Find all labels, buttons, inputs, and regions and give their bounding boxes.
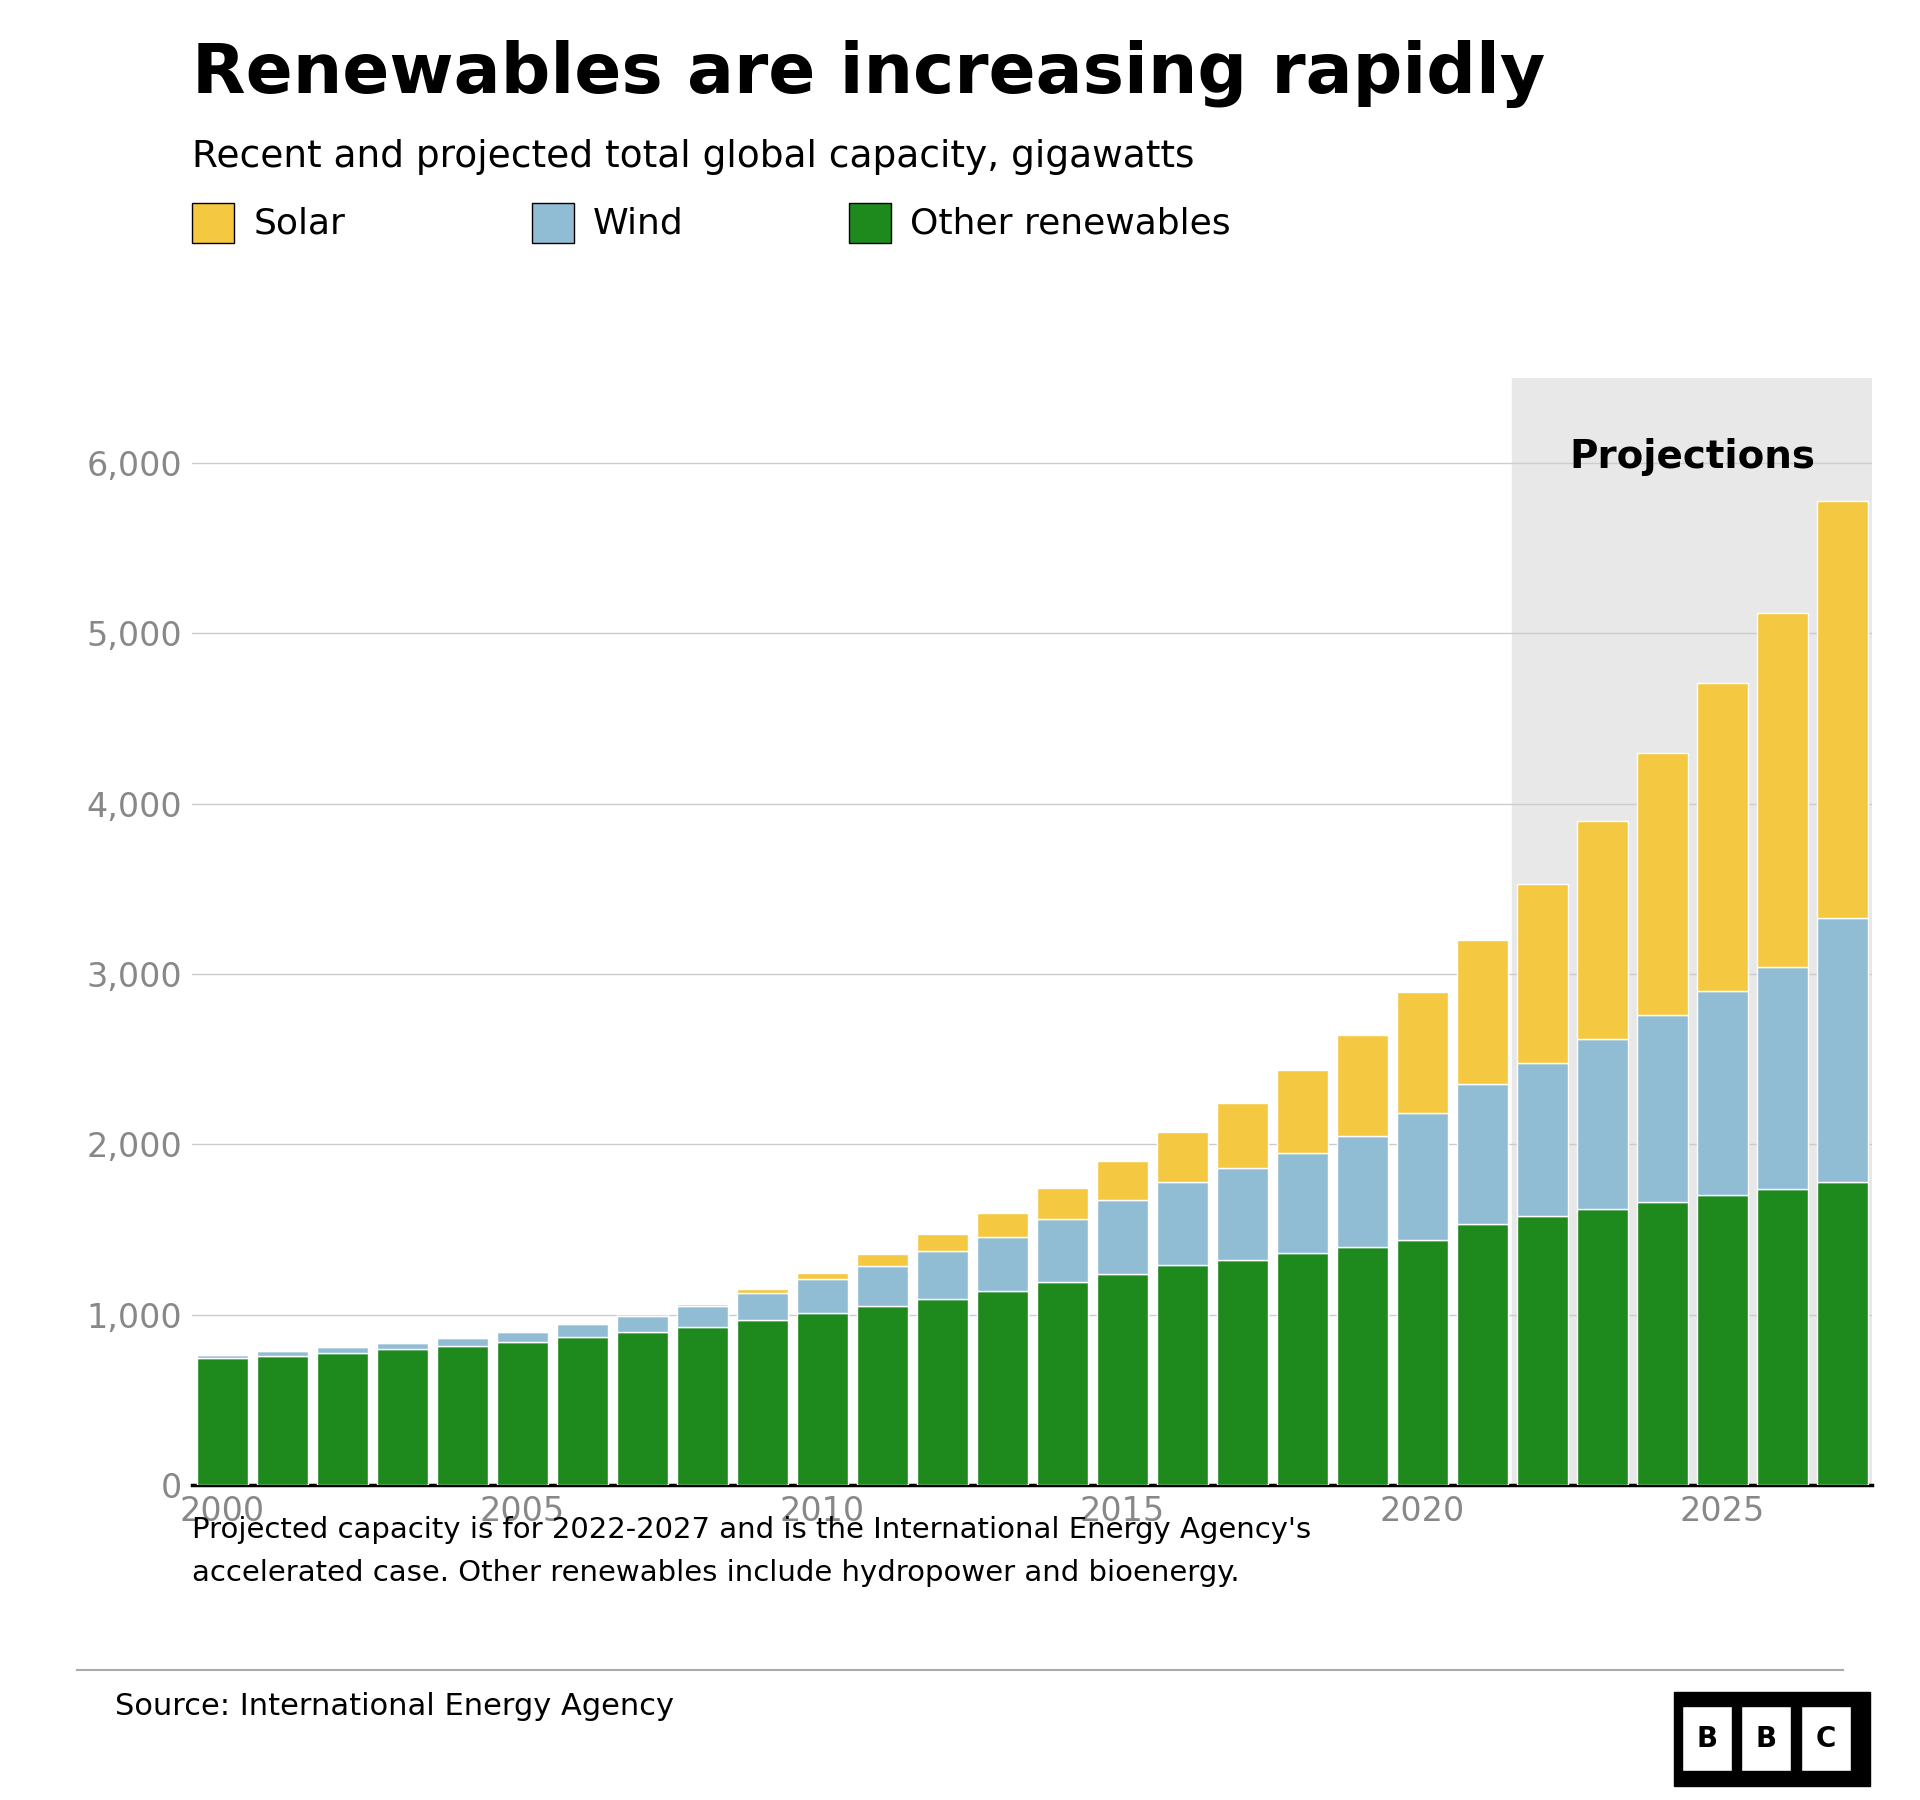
Bar [317,1346,367,1352]
Bar [1396,992,1448,1112]
Bar [616,1332,668,1485]
Bar [1517,884,1567,1062]
Text: C: C [1816,1724,1836,1753]
Text: Wind: Wind [593,207,684,239]
Bar [1513,378,1872,1485]
Bar [916,1300,968,1485]
Bar [1156,1265,1208,1485]
Bar [1636,1015,1688,1202]
Bar [557,1337,607,1485]
Bar [1396,1112,1448,1240]
Bar [856,1307,908,1485]
Bar [1156,1132,1208,1183]
Bar [1037,1282,1087,1485]
Bar [797,1312,847,1485]
Bar [977,1237,1027,1291]
Bar [436,1346,488,1485]
Bar [676,1307,728,1327]
Bar [977,1291,1027,1485]
Bar [1457,1084,1507,1224]
Bar [497,1341,547,1485]
Text: Source: International Energy Agency: Source: International Energy Agency [115,1692,674,1721]
Bar [1517,1217,1567,1485]
Bar [1816,918,1868,1183]
Bar [1576,1210,1628,1485]
Bar [1217,1260,1267,1485]
Bar [797,1273,847,1280]
Bar [376,1343,428,1350]
Bar [1517,1062,1567,1217]
Bar [676,1303,728,1307]
Bar [1096,1274,1148,1485]
Bar [1697,1195,1747,1485]
Bar [1336,1035,1388,1136]
Bar [1697,682,1747,992]
Bar [737,1292,787,1319]
Bar [797,1280,847,1312]
Text: B: B [1755,1724,1778,1753]
Bar [1457,1224,1507,1485]
Bar [497,1332,547,1341]
Bar [856,1265,908,1307]
Bar [1277,1069,1327,1152]
Text: Renewables are increasing rapidly: Renewables are increasing rapidly [192,40,1546,108]
Bar [977,1213,1027,1237]
Bar [916,1251,968,1300]
Bar [1757,1188,1807,1485]
Text: Solar: Solar [253,207,346,239]
Bar [1096,1161,1148,1201]
Bar [676,1327,728,1485]
Bar [1757,614,1807,967]
Bar [317,1352,367,1485]
Text: Projected capacity is for 2022-2027 and is the International Energy Agency's
acc: Projected capacity is for 2022-2027 and … [192,1516,1311,1588]
Bar [737,1319,787,1485]
Bar [1217,1168,1267,1260]
Bar [1277,1253,1327,1485]
Bar [376,1350,428,1485]
Bar [1576,1039,1628,1210]
Bar [1816,500,1868,918]
Text: Projections: Projections [1569,437,1814,475]
Bar [257,1352,307,1355]
Bar [1757,967,1807,1188]
Bar [916,1233,968,1251]
Bar [856,1253,908,1265]
Bar [1457,940,1507,1084]
Bar [196,1355,248,1357]
Bar [1037,1219,1087,1282]
Bar [436,1337,488,1346]
Bar [1217,1103,1267,1168]
Text: Recent and projected total global capacity, gigawatts: Recent and projected total global capaci… [192,139,1194,175]
Bar [1636,752,1688,1015]
Bar [257,1355,307,1485]
Bar [1336,1136,1388,1247]
Bar [737,1289,787,1292]
Bar [1037,1188,1087,1219]
Text: B: B [1695,1724,1718,1753]
Bar [1396,1240,1448,1485]
Bar [616,1316,668,1332]
Text: Other renewables: Other renewables [910,207,1231,239]
Bar [1277,1152,1327,1253]
Bar [1816,1183,1868,1485]
Bar [1336,1247,1388,1485]
Bar [196,1357,248,1485]
Bar [557,1325,607,1337]
Bar [1636,1202,1688,1485]
Bar [1096,1201,1148,1274]
Bar [1156,1183,1208,1265]
Bar [1697,992,1747,1195]
Bar [1576,821,1628,1039]
